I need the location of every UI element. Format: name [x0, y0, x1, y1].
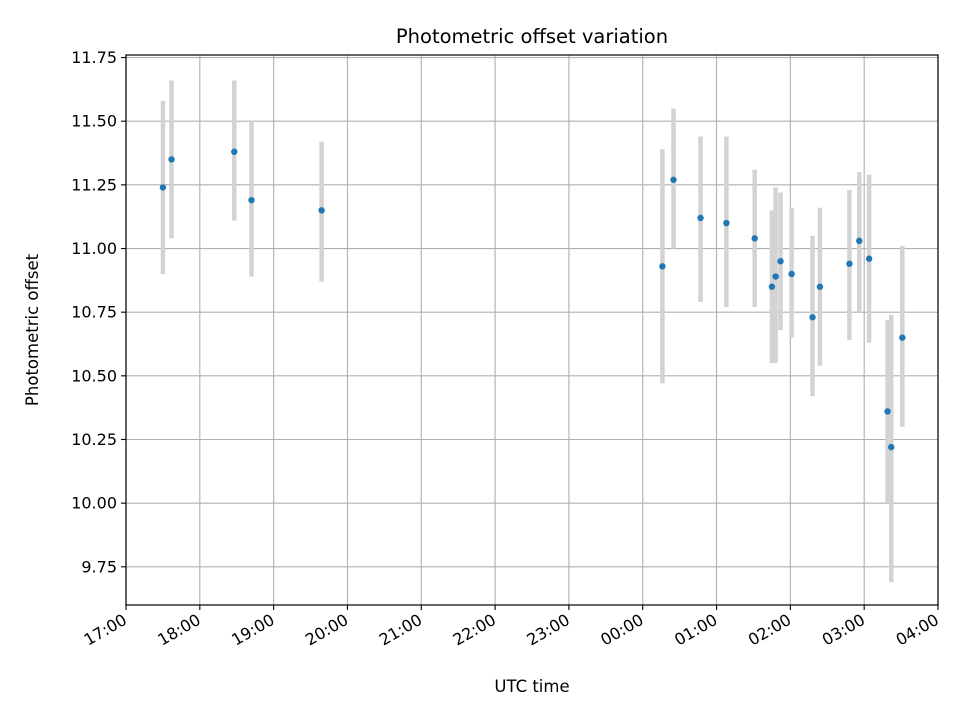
- y-tick-label: 10.50: [71, 366, 117, 385]
- data-point: [659, 263, 666, 270]
- data-point: [318, 207, 325, 214]
- y-tick-label: 11.25: [71, 175, 117, 194]
- data-point: [772, 273, 779, 280]
- x-axis-label: UTC time: [494, 677, 569, 696]
- data-point: [768, 283, 776, 290]
- data-point: [846, 260, 853, 267]
- y-tick-label: 10.25: [71, 430, 117, 449]
- data-point: [899, 334, 906, 341]
- data-point: [884, 408, 891, 415]
- data-point: [856, 237, 863, 245]
- data-points: [159, 148, 906, 451]
- data-point: [865, 255, 873, 262]
- chart-title: Photometric offset variation: [396, 25, 668, 48]
- data-point: [723, 219, 730, 227]
- y-tick-label: 10.75: [71, 303, 117, 322]
- data-point: [816, 283, 824, 290]
- y-axis-ticks: 9.75 10.00 10.25 10.50 10.75 11.00 11.25 11.50 1…: [71, 48, 126, 576]
- plot-frame: [125, 54, 939, 606]
- data-point: [888, 443, 895, 451]
- data-point: [751, 235, 758, 242]
- data-point: [168, 156, 175, 163]
- data-point: [670, 176, 677, 183]
- y-tick-label: 11.50: [71, 112, 117, 131]
- y-axis-label: Photometric offset: [23, 253, 42, 406]
- y-tick-label: 10.00: [71, 494, 117, 513]
- data-point: [788, 270, 795, 278]
- data-point: [231, 148, 238, 155]
- y-tick-label: 11.75: [71, 48, 117, 67]
- data-point: [809, 314, 816, 321]
- data-point: [159, 184, 167, 191]
- data-point: [697, 214, 704, 222]
- y-tick-label: 9.75: [81, 557, 117, 576]
- y-tick-label: 11.00: [71, 239, 117, 258]
- data-point: [248, 196, 255, 204]
- data-point: [777, 258, 784, 265]
